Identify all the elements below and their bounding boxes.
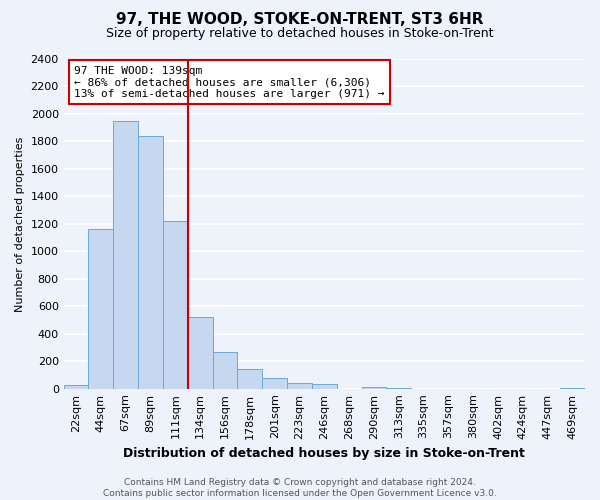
Text: Contains HM Land Registry data © Crown copyright and database right 2024.
Contai: Contains HM Land Registry data © Crown c… (103, 478, 497, 498)
Bar (163, 221, 188, 388)
X-axis label: Distribution of detached houses by size in Stoke-on-Trent: Distribution of detached houses by size … (124, 447, 525, 460)
Bar (312, 384, 337, 388)
Bar (212, 352, 238, 388)
Y-axis label: Number of detached properties: Number of detached properties (15, 136, 25, 312)
Bar (138, 136, 163, 388)
Bar (287, 383, 312, 388)
Bar (88, 230, 113, 388)
Text: 97, THE WOOD, STOKE-ON-TRENT, ST3 6HR: 97, THE WOOD, STOKE-ON-TRENT, ST3 6HR (116, 12, 484, 28)
Bar (64, 385, 88, 388)
Bar (113, 121, 138, 388)
Bar (188, 317, 212, 388)
Bar (262, 378, 287, 388)
Bar (238, 369, 262, 388)
Text: Size of property relative to detached houses in Stoke-on-Trent: Size of property relative to detached ho… (106, 28, 494, 40)
Text: 97 THE WOOD: 139sqm
← 86% of detached houses are smaller (6,306)
13% of semi-det: 97 THE WOOD: 139sqm ← 86% of detached ho… (74, 66, 385, 99)
